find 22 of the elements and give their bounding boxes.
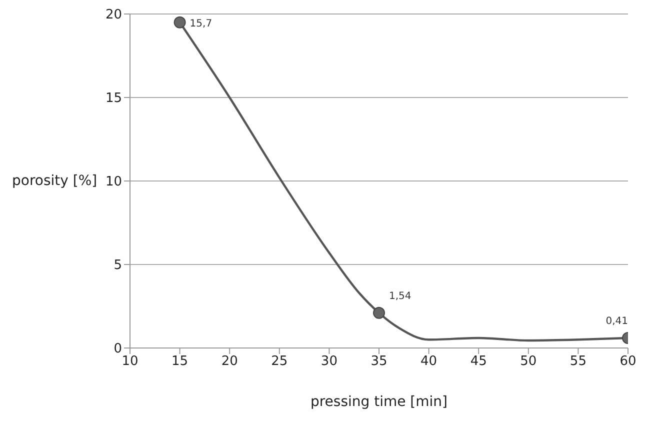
y-tick-label: 15 [105, 91, 122, 106]
y-tick-label: 0 [114, 342, 122, 357]
x-tick-label: 30 [320, 354, 338, 370]
x-tick-label: 45 [470, 354, 487, 370]
x-tick-label: 20 [221, 354, 238, 370]
x-tick-label: 40 [420, 354, 438, 370]
x-tick-label: 35 [370, 354, 388, 370]
y-tick-label: 5 [114, 258, 122, 274]
point [174, 16, 186, 28]
x-axis-title: pressing time [min] [310, 394, 448, 410]
annotation: 0,41 [606, 316, 628, 327]
x-tick-label: 50 [520, 354, 537, 370]
x-tick-label: 60 [620, 354, 636, 370]
y-tick-label: 10 [105, 174, 122, 190]
y-tick-label: 20 [105, 8, 122, 23]
x-tick-label: 15 [172, 354, 188, 370]
x-tick-label: 25 [271, 354, 288, 370]
y-axis-title: porosity [%] [12, 172, 98, 189]
x-tick-label: 55 [570, 354, 586, 370]
annotation: 1,54 [389, 290, 412, 302]
point [373, 306, 385, 319]
annotation: 15,7 [190, 18, 212, 30]
